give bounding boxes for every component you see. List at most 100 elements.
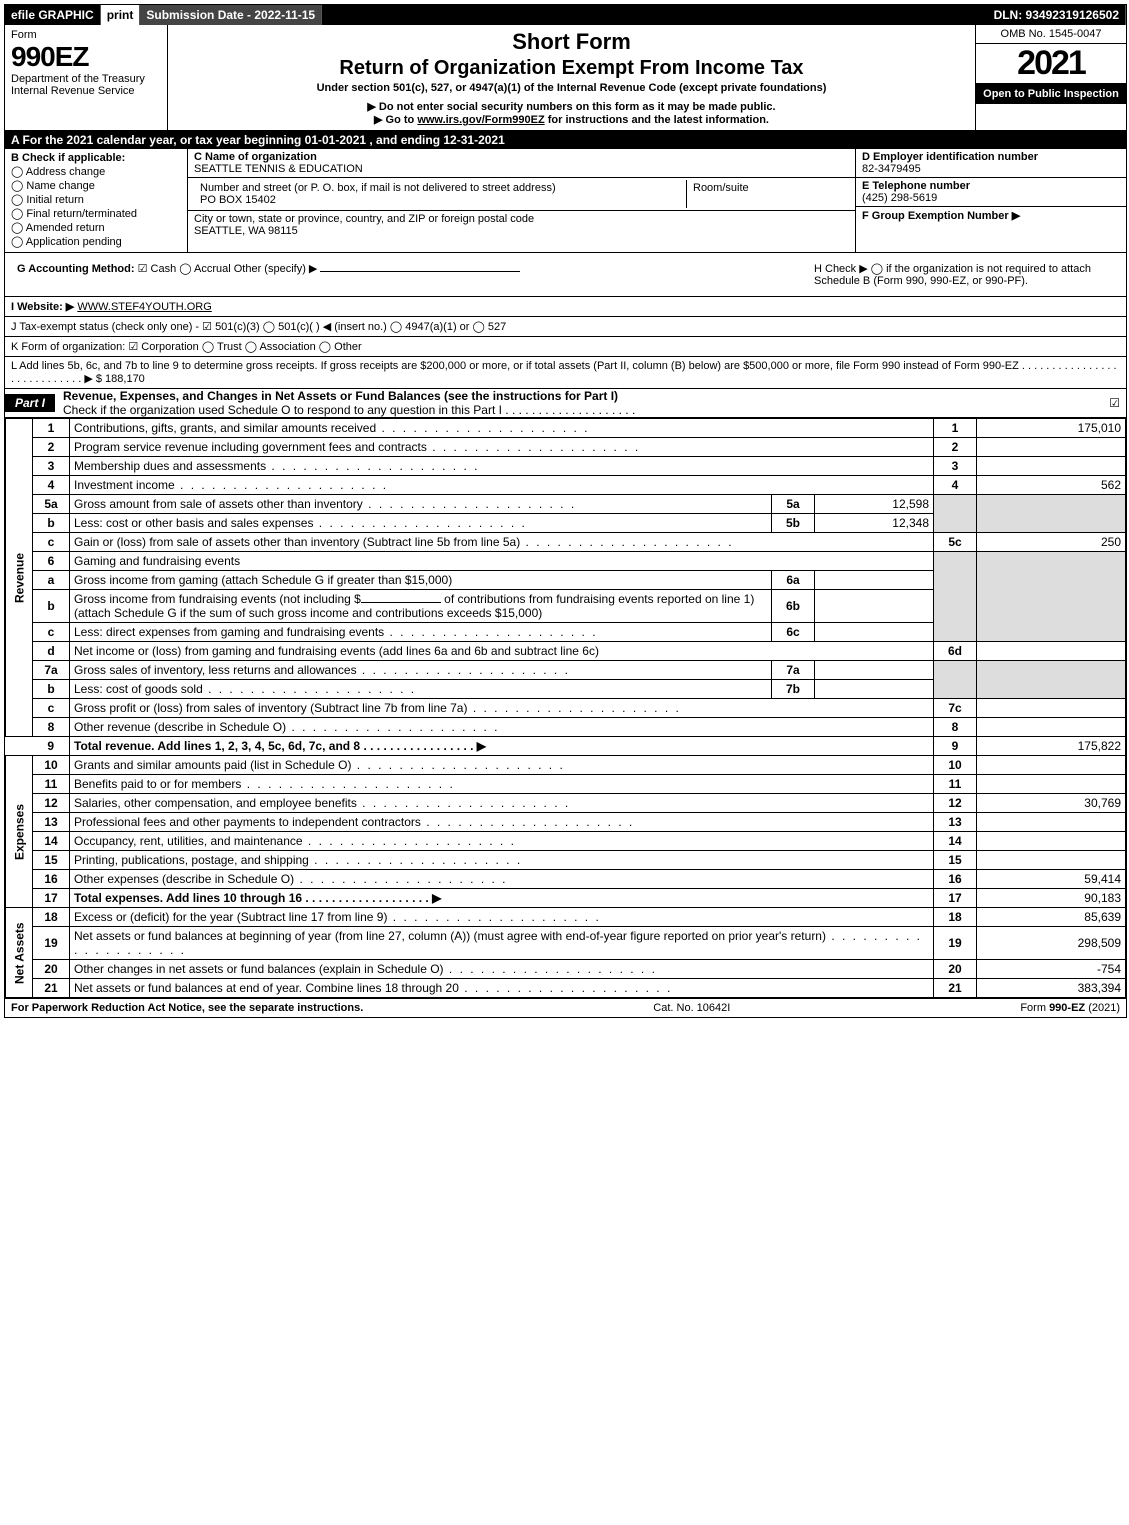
line-19-row: 19 Net assets or fund balances at beginn… — [6, 927, 1126, 960]
line-6c-subval — [815, 623, 934, 642]
line-17-no: 17 — [33, 889, 70, 908]
line-1-row: Revenue 1 Contributions, gifts, grants, … — [6, 419, 1126, 438]
chk-address-change[interactable]: ◯ Address change — [11, 165, 181, 178]
line-9-numcol: 9 — [934, 737, 977, 756]
line-5a-desc: Gross amount from sale of assets other t… — [74, 497, 576, 511]
line-4-row: 4 Investment income 4 562 — [6, 476, 1126, 495]
line-14-no: 14 — [33, 832, 70, 851]
line-19-no: 19 — [33, 927, 70, 960]
line-11-numcol: 11 — [934, 775, 977, 794]
part-i-checkbox[interactable]: ☑ — [1109, 396, 1126, 410]
website-link[interactable]: WWW.STEF4YOUTH.ORG — [77, 301, 211, 313]
line-21-numcol: 21 — [934, 979, 977, 998]
line-7b-no: b — [33, 680, 70, 699]
line-7a-no: 7a — [33, 661, 70, 680]
room-cell: Room/suite — [687, 180, 849, 208]
line-5a-row: 5a Gross amount from sale of assets othe… — [6, 495, 1126, 514]
line-7b-desc: Less: cost of goods sold — [74, 682, 416, 696]
g-other-line[interactable] — [320, 271, 520, 272]
line-13-amt — [977, 813, 1126, 832]
line-3-desc: Membership dues and assessments — [74, 459, 479, 473]
chk-application-pending[interactable]: ◯ Application pending — [11, 235, 181, 248]
line-15-numcol: 15 — [934, 851, 977, 870]
line-17-desc: Total expenses. Add lines 10 through 16 … — [74, 891, 441, 905]
line-5a-subval: 12,598 — [815, 495, 934, 514]
line-7ab-shade-num — [934, 661, 977, 699]
section-g-h: G Accounting Method: ☑ Cash ◯ Accrual Ot… — [5, 253, 1126, 297]
line-7a-desc: Gross sales of inventory, less returns a… — [74, 663, 570, 677]
dept-label: Department of the Treasury — [11, 73, 161, 85]
col-d-e-f: D Employer identification number 82-3479… — [855, 149, 1126, 252]
header-right: OMB No. 1545-0047 2021 Open to Public In… — [975, 25, 1126, 130]
line-6b-desc-cell: Gross income from fundraising events (no… — [70, 590, 772, 623]
short-form-title: Short Form — [174, 29, 969, 55]
irs-link[interactable]: www.irs.gov/Form990EZ — [417, 114, 544, 126]
line-5b-desc: Less: cost or other basis and sales expe… — [74, 516, 527, 530]
line-16-row: 16 Other expenses (describe in Schedule … — [6, 870, 1126, 889]
line-14-amt — [977, 832, 1126, 851]
line-8-numcol: 8 — [934, 718, 977, 737]
line-16-no: 16 — [33, 870, 70, 889]
c-city-row: City or town, state or province, country… — [188, 211, 855, 239]
line-20-amt: -754 — [977, 960, 1126, 979]
line-6d-amt — [977, 642, 1126, 661]
line-6-no: 6 — [33, 552, 70, 571]
f-group-row: F Group Exemption Number ▶ — [856, 207, 1126, 224]
line-7c-desc: Gross profit or (loss) from sales of inv… — [74, 701, 681, 715]
chk-name-change[interactable]: ◯ Name change — [11, 179, 181, 192]
line-14-numcol: 14 — [934, 832, 977, 851]
line-18-numcol: 18 — [934, 908, 977, 927]
sidecat-netassets: Net Assets — [6, 908, 33, 998]
g-options: ☑ Cash ◯ Accrual Other (specify) ▶ — [138, 263, 318, 275]
line-18-no: 18 — [33, 908, 70, 927]
line-11-desc: Benefits paid to or for members — [74, 777, 455, 791]
line-12-no: 12 — [33, 794, 70, 813]
line-16-numcol: 16 — [934, 870, 977, 889]
line-5b-subval: 12,348 — [815, 514, 934, 533]
paperwork-notice: For Paperwork Reduction Act Notice, see … — [11, 1002, 363, 1014]
line-6abc-shade-amt — [977, 552, 1126, 642]
line-2-no: 2 — [33, 438, 70, 457]
goto-pre: ▶ Go to — [374, 114, 417, 126]
d-ein-row: D Employer identification number 82-3479… — [856, 149, 1126, 178]
line-15-amt — [977, 851, 1126, 870]
street-value: PO BOX 15402 — [200, 194, 276, 206]
submission-date-button[interactable]: Submission Date - 2022-11-15 — [140, 5, 322, 25]
line-4-desc: Investment income — [74, 478, 388, 492]
line-6d-row: d Net income or (loss) from gaming and f… — [6, 642, 1126, 661]
chk-amended-return[interactable]: ◯ Amended return — [11, 221, 181, 234]
f-label: F Group Exemption Number ▶ — [862, 210, 1020, 222]
line-7c-amt — [977, 699, 1126, 718]
line-19-numcol: 19 — [934, 927, 977, 960]
line-11-no: 11 — [33, 775, 70, 794]
line-17-amt: 90,183 — [977, 889, 1126, 908]
line-9-desc: Total revenue. Add lines 1, 2, 3, 4, 5c,… — [74, 739, 486, 753]
row-j-tax-exempt: J Tax-exempt status (check only one) - ☑… — [5, 317, 1126, 337]
line-12-desc: Salaries, other compensation, and employ… — [74, 796, 570, 810]
line-6b-blank[interactable] — [361, 602, 441, 603]
street-label: Number and street (or P. O. box, if mail… — [200, 182, 556, 194]
chk-final-return[interactable]: ◯ Final return/terminated — [11, 207, 181, 220]
page-footer: For Paperwork Reduction Act Notice, see … — [5, 998, 1126, 1017]
line-21-row: 21 Net assets or fund balances at end of… — [6, 979, 1126, 998]
line-3-no: 3 — [33, 457, 70, 476]
line-6-desc: Gaming and fundraising events — [74, 554, 240, 568]
irs-label: Internal Revenue Service — [11, 85, 161, 97]
line-10-no: 10 — [33, 756, 70, 775]
sidecat-revenue: Revenue — [6, 419, 33, 737]
line-5c-no: c — [33, 533, 70, 552]
line-13-desc: Professional fees and other payments to … — [74, 815, 634, 829]
part-i-tab: Part I — [5, 394, 55, 412]
line-5a-sublbl: 5a — [772, 495, 815, 514]
print-button[interactable]: print — [101, 5, 141, 25]
line-2-row: 2 Program service revenue including gove… — [6, 438, 1126, 457]
chk-name-change-label: Name change — [26, 180, 95, 192]
part-i-header: Part I Revenue, Expenses, and Changes in… — [5, 389, 1126, 418]
open-to-public: Open to Public Inspection — [976, 84, 1126, 104]
line-5c-numcol: 5c — [934, 533, 977, 552]
e-label: E Telephone number — [862, 180, 970, 192]
line-3-row: 3 Membership dues and assessments 3 — [6, 457, 1126, 476]
chk-initial-return[interactable]: ◯ Initial return — [11, 193, 181, 206]
line-15-row: 15 Printing, publications, postage, and … — [6, 851, 1126, 870]
line-6b-desc-pre: Gross income from fundraising events (no… — [74, 592, 361, 606]
